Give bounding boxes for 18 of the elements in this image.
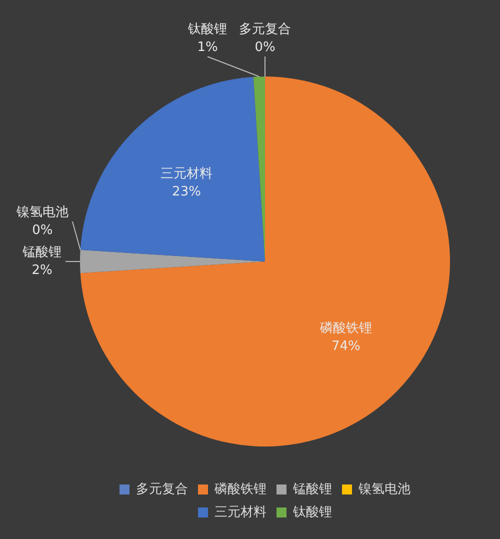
legend-label: 磷酸铁锂 bbox=[214, 482, 266, 497]
legend-label: 多元复合 bbox=[136, 482, 188, 497]
category-label: 镍氢电池 bbox=[16, 204, 68, 220]
slice-label: 钛酸锂 bbox=[187, 22, 227, 37]
data-label: 23% bbox=[172, 184, 201, 200]
category-label: 多元复合 bbox=[239, 22, 291, 37]
legend-label: 锰酸锂 bbox=[292, 482, 332, 497]
legend-label: 镍氢电池 bbox=[358, 482, 410, 497]
data-label: 74% bbox=[331, 338, 360, 354]
text: 0% bbox=[32, 222, 53, 238]
slice-label: 磷酸铁锂 bbox=[318, 320, 372, 336]
text: 0% bbox=[254, 40, 276, 55]
slice-label: 三元材料 bbox=[160, 166, 213, 182]
data-label: 2% bbox=[32, 262, 52, 278]
slice-label: 锰酸锂 bbox=[22, 244, 62, 260]
data-label: 1% bbox=[197, 40, 218, 55]
legend-label: 三元材料 bbox=[214, 504, 266, 520]
legend-label: 钛酸锂 bbox=[292, 504, 332, 520]
